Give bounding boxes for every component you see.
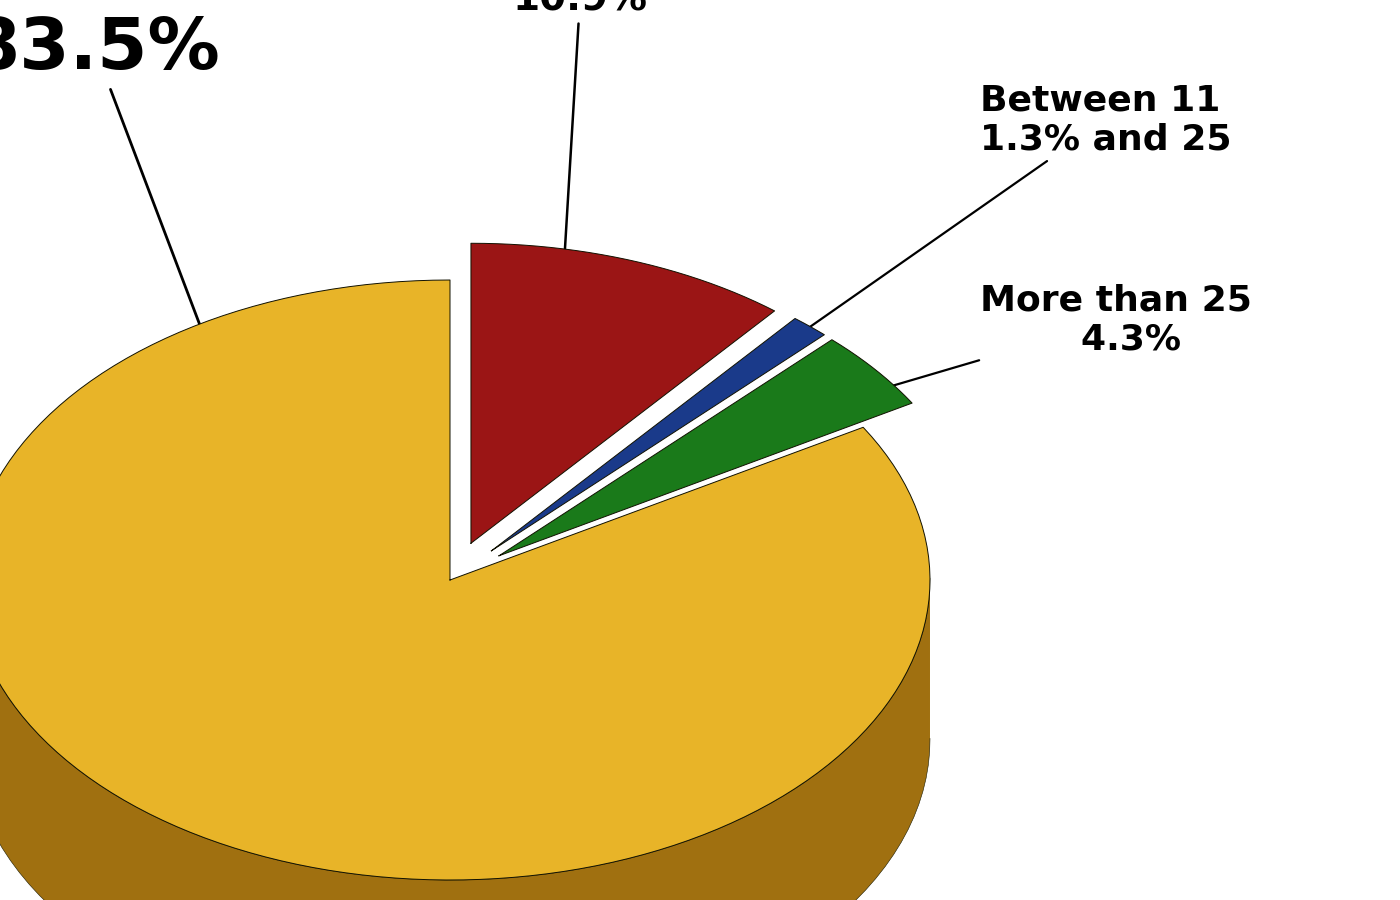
Text: 10.9%: 10.9% — [512, 0, 647, 335]
Polygon shape — [491, 319, 825, 551]
Polygon shape — [470, 243, 774, 544]
Polygon shape — [498, 339, 911, 556]
Text: 83.5%: 83.5% — [0, 15, 232, 412]
Polygon shape — [0, 579, 930, 900]
Text: Between 11
1.3% and 25: Between 11 1.3% and 25 — [717, 84, 1232, 392]
Text: More than 25
        4.3%: More than 25 4.3% — [773, 284, 1252, 421]
Polygon shape — [0, 280, 930, 880]
